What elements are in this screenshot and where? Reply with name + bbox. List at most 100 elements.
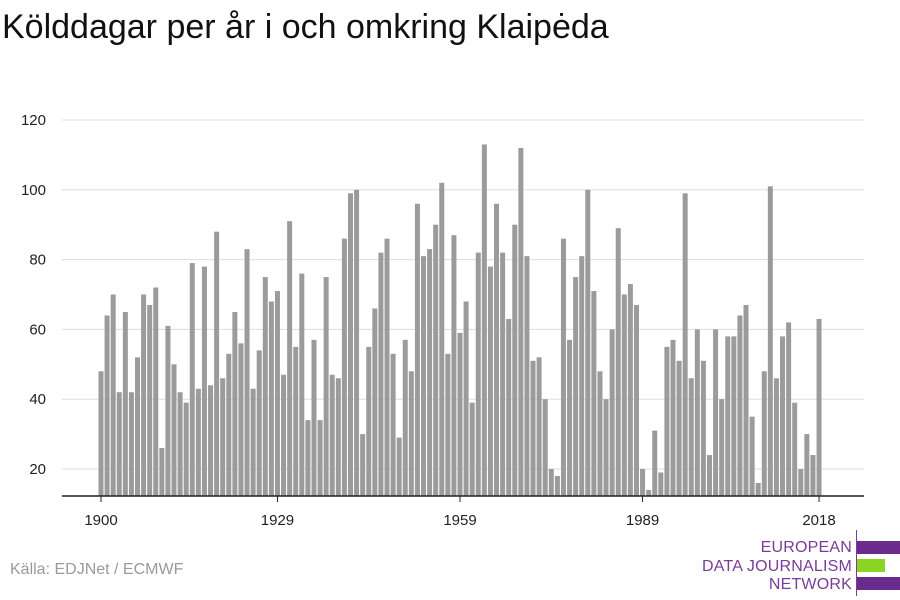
x-tick-label-1989: 1989: [626, 512, 659, 529]
y-tick-label-20: 20: [29, 461, 46, 478]
bar-1959: [457, 332, 463, 496]
logo-bar-purple-top: [857, 541, 900, 554]
bar-2010: [767, 186, 773, 496]
bar-1968: [512, 224, 518, 496]
bar-1900: [98, 371, 104, 496]
bar-2017: [810, 455, 816, 496]
bar-1965: [494, 203, 500, 496]
bar-1978: [573, 277, 579, 496]
bar-2000: [707, 455, 712, 496]
bar-2009: [761, 371, 767, 496]
bar-1914: [183, 402, 189, 496]
bar-1918: [208, 385, 214, 496]
bar-2002: [719, 399, 725, 496]
bar-1969: [518, 147, 524, 497]
bar-1954: [427, 249, 433, 496]
bar-1987: [627, 284, 633, 496]
bar-1932: [293, 346, 299, 496]
bar-1981: [591, 291, 597, 496]
bar-1919: [214, 231, 220, 496]
bar-1991: [652, 430, 658, 496]
bar-1910: [159, 448, 165, 496]
bar-1983: [603, 399, 609, 496]
x-tick-label-2018: 2018: [802, 512, 835, 529]
bar-1998: [694, 329, 700, 496]
bar-2005: [737, 315, 743, 496]
bar-1993: [664, 346, 670, 496]
bar-1949: [396, 437, 402, 496]
bar-1909: [153, 287, 159, 496]
bar-1933: [299, 273, 305, 496]
y-tick-label-60: 60: [29, 321, 46, 338]
bar-1927: [262, 277, 268, 496]
bar-1995: [676, 360, 682, 496]
logo-text-line-1: EUROPEAN: [760, 539, 852, 556]
bar-1985: [615, 228, 621, 496]
bar-1930: [281, 374, 287, 496]
bar-2013: [786, 322, 792, 496]
bar-1931: [287, 221, 293, 496]
bar-1920: [220, 378, 226, 496]
bar-2001: [713, 329, 719, 496]
bar-1922: [232, 311, 238, 496]
bar-1952: [414, 203, 420, 496]
bar-1942: [354, 189, 360, 497]
bar-2006: [743, 304, 749, 496]
bar-1956: [439, 182, 445, 496]
bar-1994: [670, 339, 676, 496]
bar-1902: [110, 294, 116, 496]
bar-1926: [256, 350, 262, 496]
bar-1975: [554, 475, 560, 496]
bar-1992: [658, 472, 664, 496]
bar-2018: [816, 318, 822, 496]
bar-2014: [792, 402, 798, 496]
bar-1907: [141, 294, 147, 496]
bar-1908: [147, 304, 153, 496]
bar-1929: [274, 291, 280, 496]
x-tick-label-1929: 1929: [261, 512, 294, 529]
bar-1974: [548, 469, 554, 496]
bar-1944: [366, 346, 372, 496]
x-tick-label-1959: 1959: [443, 512, 476, 529]
bar-1937: [323, 277, 329, 496]
bar-1957: [445, 353, 451, 496]
bar-1973: [542, 399, 548, 496]
bar-1979: [579, 256, 585, 496]
bar-1950: [402, 339, 408, 496]
bar-1913: [177, 392, 183, 496]
gridlines: [62, 119, 864, 470]
bar-1961: [469, 402, 475, 496]
bar-1925: [250, 388, 256, 496]
bar-1934: [305, 420, 311, 496]
logo-text-line-3: NETWORK: [768, 576, 852, 593]
bar-1986: [621, 294, 627, 496]
logo-bar-green: [857, 559, 885, 572]
bar-2015: [798, 469, 804, 496]
bar-1996: [682, 193, 688, 497]
bar-1997: [688, 378, 694, 496]
bar-2008: [755, 482, 761, 496]
bar-1970: [524, 256, 530, 496]
bar-1912: [171, 364, 177, 496]
bar-1953: [421, 256, 426, 496]
bar-1946: [378, 252, 384, 496]
bar-1976: [560, 238, 566, 496]
bar-2007: [749, 416, 755, 496]
bar-1917: [201, 266, 207, 496]
bar-2012: [780, 336, 786, 496]
bar-1906: [135, 357, 141, 496]
bar-1964: [487, 266, 493, 496]
bar-1941: [347, 193, 353, 497]
bar-2016: [804, 434, 810, 496]
bar-1977: [567, 339, 573, 496]
y-tick-label-100: 100: [21, 182, 46, 199]
bar-1988: [633, 304, 639, 496]
bar-1940: [341, 238, 347, 496]
bar-1960: [463, 301, 469, 496]
bar-1935: [311, 339, 317, 496]
bar-1915: [189, 263, 195, 496]
bar-1901: [104, 315, 110, 496]
bar-1971: [530, 360, 536, 496]
bar-1967: [506, 318, 512, 496]
